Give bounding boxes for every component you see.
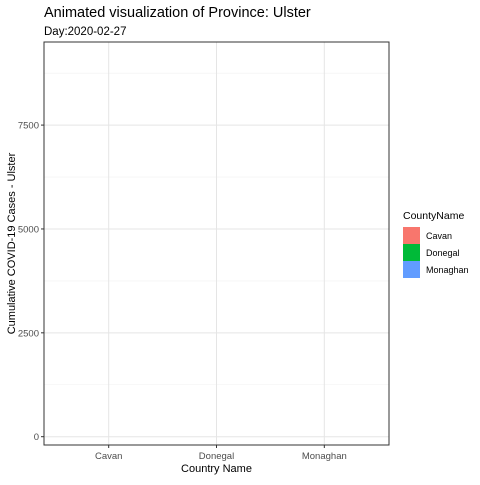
legend-title: CountyName [403, 210, 464, 222]
legend-label: Cavan [426, 231, 452, 241]
y-tick-label: 7500 [18, 121, 39, 132]
chart-subtitle: Day:2020-02-27 [44, 26, 126, 38]
legend-label: Monaghan [426, 265, 469, 275]
x-axis-ticks: Cavan Donegal Monaghan [95, 445, 347, 462]
y-tick-label: 2500 [18, 328, 39, 339]
chart-title: Animated visualization of Province: Ulst… [44, 5, 311, 21]
y-axis-ticks: 0 2500 5000 7500 [18, 121, 44, 443]
x-tick-label: Cavan [95, 451, 122, 462]
x-tick-label: Donegal [199, 451, 234, 462]
legend-entries: Cavan Donegal Monaghan [403, 227, 469, 278]
y-tick-label: 0 [34, 432, 39, 443]
y-axis-title: Cumulative COVID-19 Cases - Ulster [6, 152, 18, 334]
legend-label: Donegal [426, 248, 460, 258]
legend-key-donegal [403, 244, 420, 261]
x-tick-label: Monaghan [302, 451, 347, 462]
legend: CountyName Cavan Donegal Monaghan [403, 210, 469, 278]
legend-key-cavan [403, 227, 420, 244]
legend-key-monaghan [403, 261, 420, 278]
grid-lines [44, 42, 389, 445]
x-axis-title: Country Name [181, 463, 252, 475]
y-tick-label: 5000 [18, 224, 39, 235]
